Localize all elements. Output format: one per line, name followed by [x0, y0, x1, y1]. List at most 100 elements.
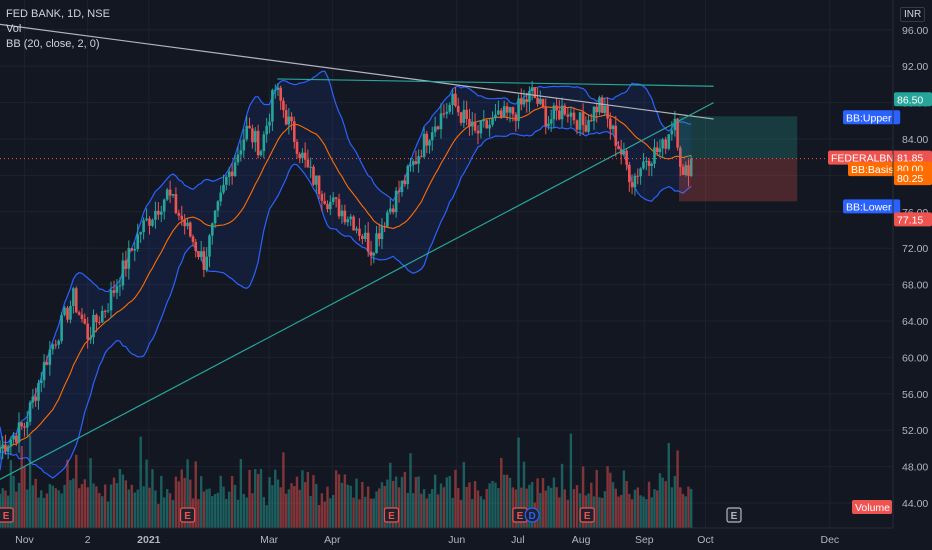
volume-bar — [109, 484, 113, 528]
volume-bar — [569, 433, 573, 528]
volume-bar — [242, 493, 245, 528]
volume-bar — [118, 469, 122, 528]
candle-body — [57, 340, 60, 345]
candle-body — [628, 164, 631, 183]
candle-body — [476, 130, 480, 134]
volume-bar — [468, 482, 471, 528]
candle-body — [276, 87, 280, 90]
volume-bar — [75, 454, 78, 528]
volume-bar — [661, 477, 664, 528]
candle-body — [411, 161, 415, 166]
volume-bar — [647, 481, 651, 528]
event-marker-letter: D — [529, 511, 536, 522]
volume-bar — [590, 482, 593, 528]
volume-bar — [233, 484, 237, 528]
volume-bar — [454, 469, 457, 528]
symbol-title[interactable]: FED BANK, 1D, NSE — [6, 8, 110, 20]
candle-body — [230, 171, 234, 177]
volume-bar — [650, 497, 653, 528]
volume-bar — [20, 446, 23, 528]
candle-body — [488, 124, 491, 129]
candle-body — [225, 176, 228, 185]
candle-body — [100, 310, 104, 323]
volume-bar — [482, 499, 486, 528]
volume-bar — [180, 469, 183, 528]
volume-bar — [653, 489, 656, 528]
event-marker-E: E — [383, 507, 400, 523]
trendline-horizontal-resistance — [277, 78, 714, 87]
candle-body — [77, 312, 81, 315]
volume-bar — [633, 489, 637, 528]
candle-body — [45, 362, 49, 365]
x-tick-label: 2021 — [137, 534, 161, 546]
currency-badge: INR — [900, 7, 926, 22]
candle-body — [528, 91, 531, 102]
candle-body — [124, 260, 128, 269]
candle-body — [239, 150, 243, 155]
volume-bar — [611, 482, 615, 528]
volume-bar — [276, 479, 280, 528]
candle-body — [37, 383, 40, 401]
volume-bar — [133, 492, 136, 528]
volume-bar — [228, 491, 231, 528]
volume-bar — [219, 475, 222, 528]
volume-bar — [581, 466, 585, 528]
position-stop-zone — [678, 158, 798, 202]
candle-body — [560, 105, 564, 120]
candle-body — [213, 210, 217, 224]
candle-body — [502, 106, 506, 118]
earnings-marker-box — [0, 507, 14, 523]
price-label-bg — [894, 92, 932, 107]
volume-bar — [136, 489, 139, 528]
volume-bar — [17, 482, 21, 528]
candle-body — [92, 314, 95, 338]
candle-body — [127, 248, 131, 269]
volume-bar — [222, 486, 225, 528]
volume-bar — [145, 459, 148, 528]
candle-body — [199, 251, 203, 257]
candle-body — [389, 208, 392, 213]
candle-body — [465, 109, 468, 119]
volume-bar — [517, 437, 520, 528]
candle-body — [183, 219, 186, 227]
volume-bar — [462, 462, 466, 528]
volume-bar — [572, 489, 576, 528]
bollinger-indicator-label[interactable]: BB (20, close, 2, 0) — [6, 38, 100, 50]
candle-body — [25, 421, 29, 428]
volume-bar — [436, 494, 440, 528]
volume-bar — [54, 488, 57, 528]
candle-body — [451, 93, 454, 105]
candle-body — [301, 152, 304, 158]
volume-bar — [230, 476, 234, 528]
candle-body — [15, 435, 18, 443]
candle-body — [448, 104, 452, 112]
candle-body — [611, 125, 615, 130]
volume-bar — [457, 487, 460, 528]
candle-body — [165, 189, 169, 200]
candle-body — [103, 310, 107, 312]
candle-body — [417, 156, 420, 164]
x-tick-label: Jun — [448, 534, 465, 546]
volume-bar — [28, 435, 32, 528]
volume-bar — [681, 493, 685, 528]
candle-body — [151, 219, 154, 226]
volume-indicator-label[interactable]: Vol — [6, 23, 22, 35]
candle-body — [578, 112, 582, 130]
price-label-text: 86.50 — [897, 94, 923, 106]
volume-bar — [417, 476, 420, 528]
candle-body — [227, 171, 231, 177]
price-label-text: 80.25 — [897, 173, 923, 185]
candle-body — [34, 396, 37, 401]
candle-body — [630, 182, 634, 188]
volume-bar — [420, 493, 423, 528]
candle-body — [349, 216, 352, 220]
volume-bar — [366, 486, 370, 528]
candle-body — [80, 314, 84, 319]
volume-bar — [312, 475, 315, 528]
volume-bar — [256, 473, 260, 528]
volume-bar — [656, 490, 659, 528]
candle-body — [552, 105, 556, 120]
volume-bar — [72, 478, 75, 528]
volume-bar — [541, 478, 545, 528]
